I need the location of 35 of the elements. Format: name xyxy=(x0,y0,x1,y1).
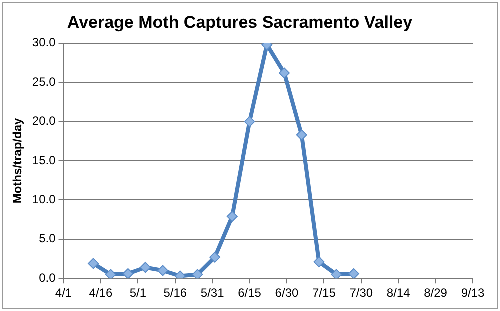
y-tick-label: 20.0 xyxy=(32,114,56,128)
point xyxy=(88,258,100,270)
point xyxy=(140,262,152,274)
x-tick-label: 5/1 xyxy=(130,286,147,300)
y-tick-label: 10.0 xyxy=(32,192,56,207)
point xyxy=(192,269,204,279)
point xyxy=(348,268,360,279)
x-tick-label: 8/29 xyxy=(424,286,448,300)
x-tick-label: 6/15 xyxy=(238,286,262,300)
x-tick-label: 7/30 xyxy=(350,286,374,300)
chart-title: Average Moth Captures Sacramento Valley xyxy=(67,12,414,32)
x-tick-label: 4/1 xyxy=(55,286,72,300)
x-tick-label: 9/13 xyxy=(461,286,485,300)
point xyxy=(279,68,290,79)
y-tick-label: 15.0 xyxy=(32,153,56,168)
x-tick-label: 5/31 xyxy=(200,286,225,300)
point xyxy=(157,265,168,276)
x-tick-label: 6/30 xyxy=(275,286,299,300)
y-tick-label: 5.0 xyxy=(39,232,56,246)
point xyxy=(314,256,325,268)
point xyxy=(296,130,308,141)
point xyxy=(210,252,221,263)
point xyxy=(122,268,134,279)
point xyxy=(105,269,116,279)
y-tick-label: 25.0 xyxy=(32,74,56,89)
x-tick-label: 8/14 xyxy=(386,286,411,300)
point xyxy=(226,211,238,222)
point xyxy=(331,269,342,279)
point xyxy=(244,116,256,128)
x-tick-label: 7/15 xyxy=(312,286,336,300)
x-tick-label: 4/16 xyxy=(89,286,113,300)
y-tick-label: 0.0 xyxy=(39,270,56,285)
y-tick-label: 30.0 xyxy=(32,36,56,50)
y-axis-title: Moths/trap/day xyxy=(10,118,25,204)
x-tick-label: 5/16 xyxy=(164,286,188,300)
